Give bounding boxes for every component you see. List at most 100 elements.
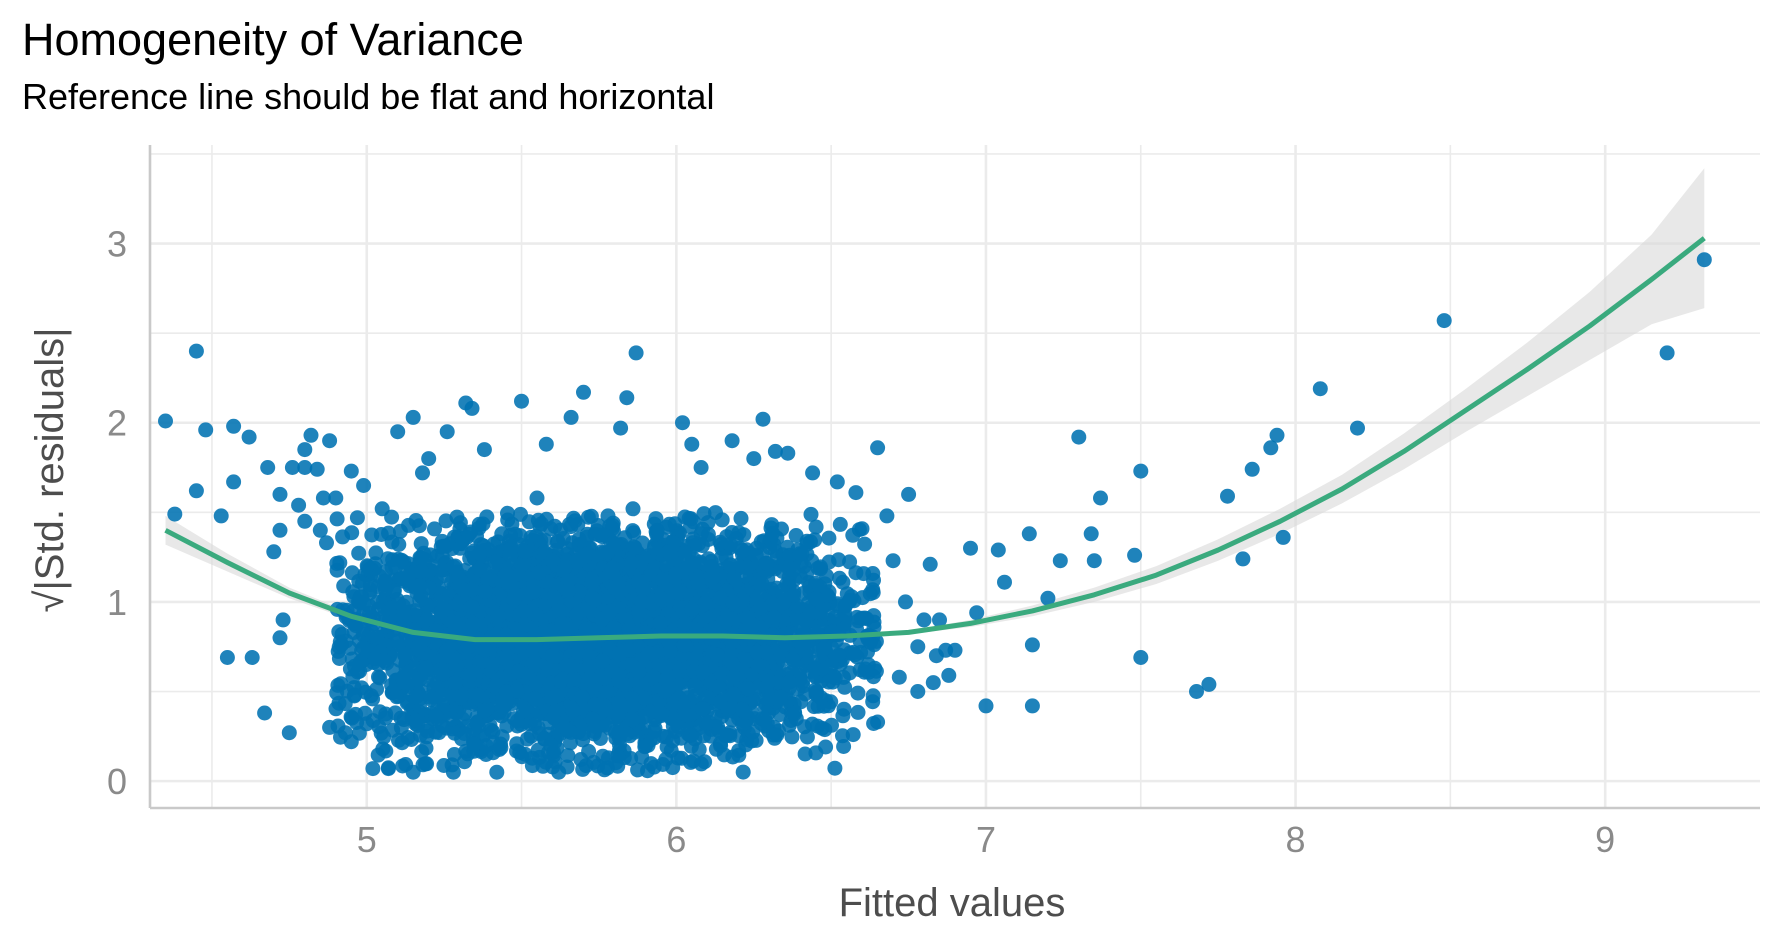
scatter-point — [714, 666, 730, 682]
scatter-point — [297, 513, 313, 529]
scatter-point — [241, 429, 257, 445]
scatter-point — [312, 522, 328, 538]
scatter-point — [422, 547, 438, 563]
scatter-point — [611, 646, 627, 662]
scatter-point — [604, 561, 620, 576]
scatter-point — [686, 514, 701, 530]
scatter-point — [574, 689, 590, 705]
scatter-point — [810, 718, 825, 734]
scatter-point — [545, 553, 561, 569]
scatter-point — [478, 642, 493, 658]
scatter-point — [584, 573, 600, 589]
scatter-point — [658, 751, 674, 767]
scatter-point — [658, 659, 673, 675]
scatter-point — [394, 552, 409, 568]
scatter-point — [275, 612, 291, 628]
scatter-point — [570, 645, 586, 660]
scatter-point — [803, 534, 818, 550]
scatter-point — [393, 710, 409, 726]
scatter-point — [823, 658, 839, 674]
scatter-point — [711, 723, 727, 739]
scatter-point — [260, 460, 276, 475]
scatter-point — [460, 639, 476, 655]
chart-subtitle: Reference line should be flat and horizo… — [22, 76, 715, 117]
scatter-point — [485, 724, 501, 740]
scatter-point — [865, 582, 881, 598]
scatter-point — [735, 542, 751, 558]
scatter-point — [587, 697, 603, 713]
scatter-point — [343, 463, 359, 479]
scatter-point — [704, 559, 720, 575]
scatter-point — [466, 736, 482, 752]
scatter-point — [676, 616, 692, 632]
scatter-point — [434, 604, 449, 620]
scatter-point — [713, 694, 729, 710]
scatter-point — [821, 530, 837, 546]
scatter-point — [538, 754, 554, 770]
scatter-point — [595, 653, 610, 669]
scatter-point — [446, 559, 462, 575]
scatter-point — [701, 715, 717, 731]
scatter-point — [802, 606, 818, 622]
scatter-point — [519, 731, 535, 747]
scatter-point — [167, 506, 183, 522]
scatter-point — [842, 593, 858, 609]
scatter-point — [600, 683, 616, 699]
scatter-point — [824, 717, 839, 733]
scatter-point — [606, 620, 622, 636]
scatter-point — [272, 486, 288, 502]
scatter-point — [427, 521, 442, 537]
scatter-point — [711, 679, 727, 695]
scatter-point — [546, 589, 562, 605]
scatter-point — [665, 733, 681, 749]
scatter-point — [857, 536, 873, 552]
scatter-point — [561, 582, 577, 598]
scatter-point — [405, 764, 421, 780]
scatter-point — [724, 525, 740, 540]
scatter-point — [266, 544, 282, 560]
scatter-point — [465, 616, 481, 632]
scatter-point — [322, 433, 338, 449]
scatter-point — [808, 591, 824, 607]
scatter-point — [714, 512, 730, 528]
scatter-point — [643, 756, 659, 772]
scatter-point — [562, 658, 578, 674]
scatter-point — [606, 535, 621, 551]
scatter-point — [428, 708, 444, 724]
scatter-points-layer — [158, 252, 1712, 780]
scatter-point — [376, 729, 392, 745]
scatter-point — [774, 583, 790, 599]
scatter-point — [477, 584, 493, 599]
scatter-point — [580, 546, 596, 562]
scatter-point — [808, 682, 823, 698]
scatter-point — [549, 688, 565, 704]
scatter-point — [350, 664, 366, 680]
scatter-point — [493, 740, 509, 756]
scatter-point — [827, 760, 843, 776]
scatter-point — [740, 610, 756, 626]
scatter-point — [668, 566, 684, 582]
scatter-point — [526, 655, 542, 671]
scatter-point — [394, 735, 410, 751]
scatter-point — [502, 546, 518, 562]
scatter-point — [272, 522, 288, 538]
scatter-point — [627, 539, 643, 555]
scatter-point — [417, 756, 433, 772]
scatter-point — [788, 528, 804, 543]
scatter-point — [677, 637, 692, 653]
scatter-point — [348, 706, 364, 722]
scatter-point — [389, 629, 405, 645]
scatter-point — [447, 675, 463, 691]
scatter-point — [648, 511, 664, 527]
scatter-point — [516, 703, 531, 719]
scatter-point — [661, 680, 677, 696]
scatter-point — [526, 584, 542, 600]
scatter-point — [408, 688, 424, 704]
scatter-point — [781, 674, 797, 690]
scatter-point — [787, 705, 803, 721]
scatter-point — [724, 656, 740, 672]
scatter-point — [624, 698, 640, 714]
scatter-point — [658, 557, 674, 572]
scatter-point — [557, 560, 573, 576]
scatter-point — [578, 621, 594, 637]
